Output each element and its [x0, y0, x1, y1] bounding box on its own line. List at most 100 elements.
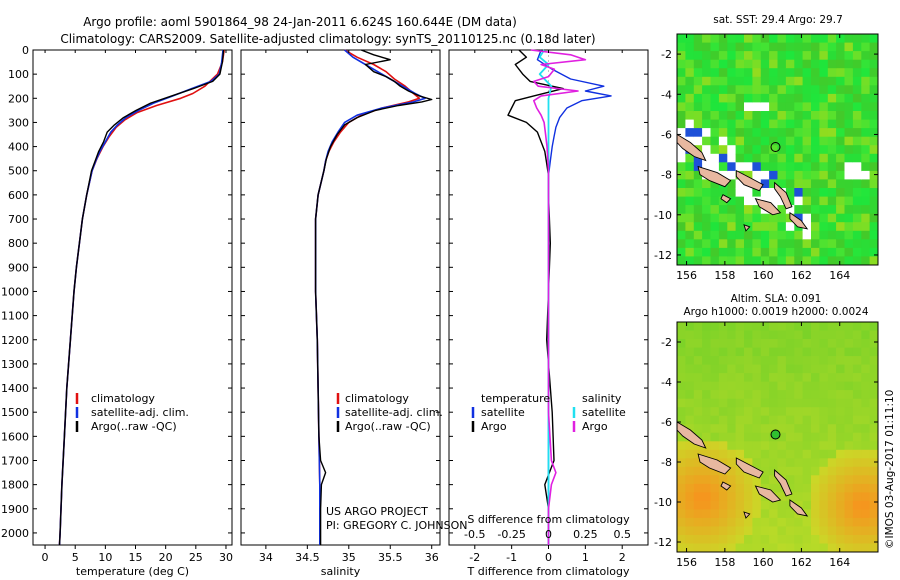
map-cell: [727, 322, 737, 332]
map-cell: [819, 170, 829, 181]
map-cell: [769, 441, 779, 451]
map-cell: [693, 517, 703, 527]
map-cell: [727, 153, 737, 163]
map-cell: [760, 415, 770, 425]
island-shape: [774, 181, 793, 210]
map-cell: [777, 247, 787, 258]
map-cell: [827, 170, 837, 181]
map-cell: [769, 196, 779, 206]
map-cell: [785, 517, 795, 527]
map-cell: [769, 339, 779, 349]
island-shape: [774, 469, 793, 497]
salinity-panel: 34 34.5 35 35.5 36 salinity climatology sate…: [240, 49, 467, 578]
map-cell: [811, 256, 820, 265]
map-cell: [827, 111, 837, 121]
x-tick-label: 162: [791, 556, 812, 569]
map-cell: [802, 526, 812, 536]
map-cell: [769, 458, 779, 468]
map-cell: [710, 381, 720, 391]
map-cell: [811, 102, 820, 112]
map-cell: [836, 424, 846, 434]
map-cell: [718, 415, 728, 425]
map-cell: [718, 330, 728, 340]
map-cell: [827, 424, 837, 434]
map-cell: [819, 475, 829, 485]
map-cell: [727, 170, 737, 181]
map-cell: [852, 364, 862, 374]
map-cell: [819, 179, 829, 189]
map-cell: [677, 517, 686, 527]
map-cell: [693, 339, 703, 349]
map-cell: [735, 390, 745, 400]
map-cell: [861, 347, 871, 357]
map-cell: [685, 381, 695, 391]
map-cell: [677, 390, 686, 400]
map-cell: [861, 398, 871, 408]
map-cell: [869, 509, 878, 519]
island-shape: [743, 224, 751, 232]
x-tick-label: 164: [829, 556, 850, 569]
figure-title-line2: Climatology: CARS2009. Satellite-adjuste…: [60, 32, 595, 46]
map-cell: [811, 535, 820, 545]
island-shape: [720, 194, 732, 204]
map-cell: [760, 59, 770, 69]
map-cell: [811, 415, 820, 425]
map-cell: [760, 441, 770, 451]
x-tick-label: 0: [545, 551, 552, 564]
map-cell: [819, 93, 829, 104]
map-cell: [693, 42, 703, 52]
legend-group-temperature: temperature: [481, 392, 550, 405]
map-cell: [735, 535, 745, 545]
map-cell: [752, 347, 762, 357]
map-cell: [769, 256, 779, 265]
map-cell: [744, 407, 753, 417]
map-cell: [744, 543, 753, 552]
map-cell: [852, 256, 862, 265]
map-cell: [702, 179, 712, 189]
map-cell: [752, 145, 762, 155]
map-cell: [752, 42, 762, 52]
map-cell: [718, 222, 728, 232]
map-cell: [744, 441, 753, 451]
map-cell: [677, 466, 686, 476]
map-cell: [769, 170, 779, 181]
map-cell: [710, 364, 720, 374]
map-cell: [693, 415, 703, 425]
map-cell: [861, 407, 871, 417]
map-cell: [844, 517, 854, 527]
map-cell: [869, 222, 878, 232]
top-x-tick-label: -0.25: [497, 528, 525, 541]
map-cell: [718, 51, 728, 61]
y-tick-label: 100: [8, 68, 29, 81]
map-cell: [693, 196, 703, 206]
map-cell: [735, 222, 745, 232]
map-cell: [861, 128, 871, 138]
map-cell: [760, 85, 770, 95]
legend-label-sat: satellite-adj. clim.: [91, 406, 189, 419]
map-cell: [727, 230, 737, 240]
map-cell: [827, 347, 837, 357]
map-cell: [844, 390, 854, 400]
map-cell: [844, 213, 854, 223]
map-cell: [685, 373, 695, 383]
map-cell: [702, 500, 712, 510]
map-cell: [777, 230, 787, 240]
map-cell: [836, 59, 846, 69]
map-cell: [777, 466, 787, 476]
map-cell: [819, 390, 829, 400]
map-cell: [802, 59, 812, 69]
map-cell: [811, 111, 820, 121]
legend-label-t-sat: satellite: [481, 406, 525, 419]
map-cell: [827, 85, 837, 95]
map-cell: [693, 119, 703, 129]
map-cell: [777, 390, 787, 400]
y-tick-label: 400: [8, 141, 29, 154]
map-cell: [827, 475, 837, 485]
map-cell: [760, 111, 770, 121]
map-cell: [869, 449, 878, 459]
map-cell: [769, 188, 779, 198]
map-cell: [735, 230, 745, 240]
map-cell: [769, 213, 779, 223]
x-tick-label: 10: [98, 551, 112, 564]
map-cell: [861, 51, 871, 61]
